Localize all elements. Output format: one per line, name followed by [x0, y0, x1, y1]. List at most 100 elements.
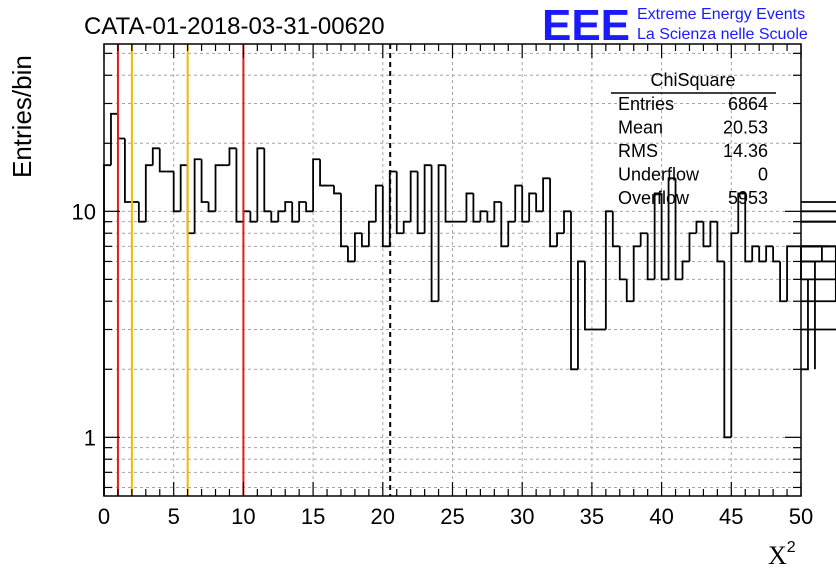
- histogram-bin: [584, 261, 592, 331]
- histogram-bin: [137, 201, 146, 223]
- logo-tagline-2: La Scienza nelle Scuole: [637, 26, 808, 43]
- histogram-bin: [395, 171, 404, 235]
- histogram-bin: [681, 260, 690, 280]
- histogram-bin: [507, 220, 516, 247]
- stats-row-value: 5953: [728, 188, 768, 208]
- x-tick-label: 30: [510, 504, 534, 529]
- histogram-bin: [542, 177, 551, 212]
- histogram-bin: [646, 233, 655, 281]
- histogram-bin: [751, 245, 760, 262]
- histogram-bin: [653, 192, 662, 280]
- x-tick-label: 40: [649, 504, 673, 529]
- x-axis-label-superscript: 2: [787, 539, 796, 556]
- histogram-bin: [486, 211, 495, 223]
- histogram-bin: [521, 185, 530, 223]
- histogram-bin: [200, 159, 209, 203]
- histogram-bin: [354, 232, 362, 262]
- histogram-bin: [402, 220, 411, 234]
- histogram-bin: [493, 201, 502, 222]
- x-axis-label: X2: [768, 539, 796, 570]
- histogram-bin: [500, 201, 509, 248]
- histogram-bin: [688, 232, 697, 262]
- histogram-bin: [801, 260, 836, 263]
- x-tick-label: 25: [440, 504, 464, 529]
- histogram-bin: [312, 158, 321, 212]
- histogram-bin: [563, 210, 571, 234]
- stats-title: ChiSquare: [650, 70, 735, 90]
- axis-ticks: 0 5 10 15 20 25 30 35 40 45 50 1 10: [72, 44, 813, 529]
- histogram-bin: [786, 245, 795, 302]
- histogram-bin: [158, 148, 167, 173]
- histogram-bin: [611, 211, 620, 248]
- histogram-bin: [549, 178, 558, 248]
- x-tick-label: 10: [231, 504, 255, 529]
- histogram-bin: [367, 220, 376, 247]
- histogram-bin: [193, 158, 202, 234]
- histogram-bin: [801, 201, 836, 203]
- histogram-bin: [284, 201, 293, 212]
- histogram-bin: [801, 279, 809, 371]
- histogram-bin: [801, 220, 836, 223]
- histogram-bin: [716, 221, 725, 263]
- histogram-bin: [737, 192, 746, 234]
- histogram-bin: [801, 328, 836, 331]
- histogram-series: [103, 112, 836, 496]
- stats-row-label: Overflow: [618, 188, 690, 208]
- histogram-bin: [291, 201, 300, 223]
- stats-row-label: Underflow: [618, 165, 700, 185]
- histogram-bin: [340, 193, 348, 248]
- histogram-bin: [570, 211, 578, 371]
- histogram-bin: [528, 192, 537, 222]
- histogram-bin: [305, 201, 314, 213]
- histogram-bin: [347, 246, 355, 263]
- y-axis-label: Entries/bin: [7, 55, 37, 178]
- histogram-bin: [437, 164, 446, 302]
- histogram-bin: [207, 201, 216, 213]
- histogram-bin: [277, 210, 286, 222]
- histogram-bin: [263, 148, 272, 213]
- histogram-bin: [214, 164, 223, 212]
- y-tick-label: 1: [84, 425, 96, 450]
- histogram-bin: [242, 210, 251, 222]
- histogram-bin: [444, 165, 453, 223]
- histogram-bin: [103, 164, 111, 496]
- x-tick-label: 50: [789, 504, 813, 529]
- histogram-bin: [801, 245, 823, 262]
- histogram-bin: [409, 170, 418, 222]
- stats-row-label: Mean: [618, 118, 663, 138]
- histogram-bin: [667, 177, 676, 280]
- histogram-bin: [632, 245, 641, 302]
- histogram-bin: [472, 193, 481, 223]
- histogram-bin: [374, 184, 383, 222]
- histogram-bin: [779, 261, 788, 303]
- marker-lines: [116, 44, 392, 496]
- histogram-bin: [117, 113, 125, 140]
- x-tick-label: 0: [98, 504, 110, 529]
- histogram-bin: [765, 245, 774, 262]
- stats-row-label: Entries: [618, 94, 674, 114]
- histogram-bin: [514, 184, 523, 222]
- grid-lines: [104, 44, 801, 496]
- y-tick-label: 10: [72, 199, 96, 224]
- histogram-bin: [124, 138, 132, 203]
- stats-row-value: 6864: [728, 94, 768, 114]
- histogram-bin: [479, 210, 488, 222]
- histogram-bin: [660, 193, 669, 281]
- histogram-bin: [730, 232, 739, 438]
- histogram-bin: [270, 211, 279, 223]
- stats-row-value: 0: [758, 165, 768, 185]
- stats-row-value: 20.53: [723, 118, 768, 138]
- histogram-bin: [758, 246, 767, 263]
- stats-row-label: RMS: [618, 141, 658, 161]
- histogram-bin: [709, 220, 718, 247]
- histogram-bin: [249, 211, 258, 223]
- histogram-bin: [423, 164, 432, 234]
- x-axis-label-base: X: [768, 541, 787, 570]
- histogram-bin: [801, 245, 836, 248]
- histogram-bin: [416, 171, 425, 235]
- histogram-bin: [723, 261, 732, 439]
- x-tick-label: 20: [371, 504, 395, 529]
- logo-tagline-1: Extreme Energy Events: [637, 6, 805, 23]
- histogram-bin: [228, 147, 237, 166]
